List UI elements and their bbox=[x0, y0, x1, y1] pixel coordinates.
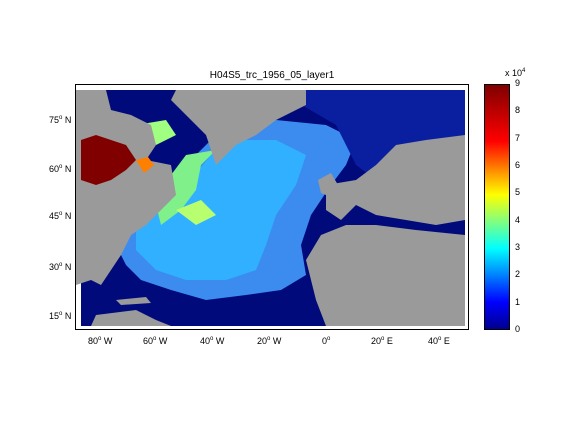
colorbar-tick-3: 3 bbox=[515, 242, 521, 252]
colorbar-exponent: x 104 bbox=[505, 68, 526, 78]
map-title: H04S5_trc_1956_05_layer1 bbox=[209, 70, 335, 81]
colorbar-tick-8: 8 bbox=[515, 105, 521, 116]
europe bbox=[326, 135, 465, 225]
greenland bbox=[171, 90, 306, 165]
colorbar-tick-7: 7 bbox=[515, 132, 521, 143]
lon-label-60w: 60o W bbox=[143, 336, 168, 346]
colorbar-tick-1: 1 bbox=[515, 296, 521, 307]
lat-label-15: 15o N bbox=[49, 311, 72, 321]
africa bbox=[306, 225, 465, 326]
map-plot-area bbox=[75, 84, 469, 330]
colorbar-tick-0: 0 bbox=[515, 324, 521, 334]
lon-label-20w: 20o W bbox=[257, 336, 282, 346]
colorbar-tick-2: 2 bbox=[515, 269, 521, 280]
lat-label-45: 45o N bbox=[49, 211, 72, 221]
caribbean-islands bbox=[116, 297, 151, 305]
colorbar-tick-5: 5 bbox=[515, 187, 521, 198]
south-america bbox=[91, 310, 171, 326]
labrador-high-tracer bbox=[81, 135, 136, 185]
lat-label-75: 75o N bbox=[49, 115, 72, 125]
map-canvas bbox=[76, 85, 468, 329]
colorbar-tick-4: 4 bbox=[515, 214, 521, 225]
colorbar-tick-6: 6 bbox=[515, 160, 521, 170]
lon-label-40e: 40o E bbox=[428, 336, 450, 346]
british-isles bbox=[318, 173, 338, 197]
lon-label-0: 0o bbox=[322, 336, 331, 346]
lat-label-60: 60o N bbox=[49, 164, 72, 174]
labrador-orange-tracer bbox=[136, 157, 154, 173]
nordic-seas bbox=[276, 90, 465, 180]
lon-label-20e: 20o E bbox=[371, 336, 393, 346]
lon-label-80w: 80o W bbox=[88, 336, 113, 346]
tracer-plume-inner bbox=[136, 140, 306, 280]
colorbar-tick-9: 9 bbox=[515, 78, 521, 88]
lon-label-40w: 40o W bbox=[200, 336, 225, 346]
colorbar bbox=[484, 84, 510, 330]
lat-label-30: 30o N bbox=[49, 262, 72, 272]
tracer-plume-green bbox=[156, 150, 216, 225]
tracer-coastal-green bbox=[176, 200, 216, 225]
